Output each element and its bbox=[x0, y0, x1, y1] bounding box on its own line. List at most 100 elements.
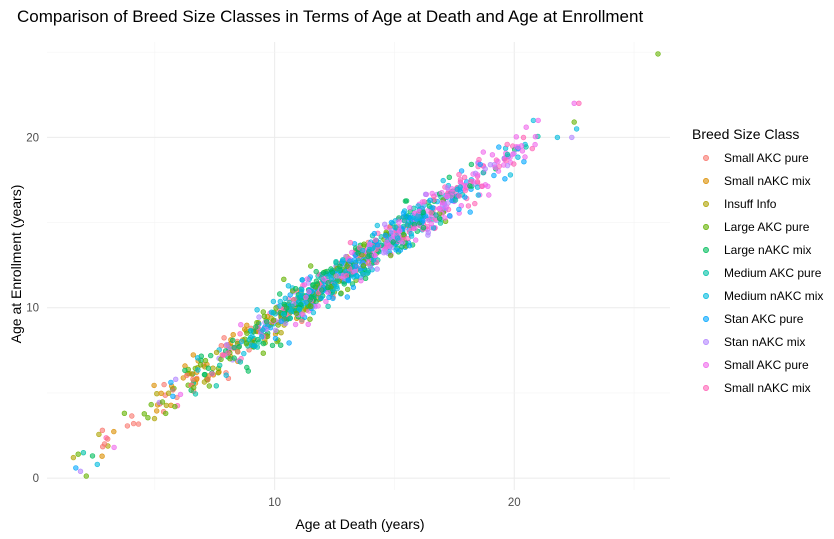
x-tick-labels: 10 20 bbox=[268, 497, 520, 509]
scatter-point bbox=[313, 298, 319, 305]
scatter-point bbox=[452, 197, 459, 203]
x-axis-title: Age at Death (years) bbox=[295, 516, 424, 532]
scatter-point bbox=[400, 231, 407, 238]
scatter-point bbox=[299, 277, 305, 283]
scatter-point bbox=[406, 243, 413, 249]
scatter-point bbox=[345, 278, 352, 284]
scatter-point bbox=[415, 203, 421, 209]
scatter-point bbox=[135, 421, 142, 427]
scatter-point bbox=[523, 144, 529, 150]
scatter-point bbox=[75, 451, 81, 457]
scatter-point bbox=[365, 268, 371, 274]
scatter-point bbox=[281, 301, 287, 307]
legend-label: Medium AKC pure bbox=[724, 266, 822, 280]
scatter-point bbox=[655, 51, 661, 57]
scatter-point bbox=[210, 365, 216, 371]
scatter-point bbox=[394, 235, 401, 241]
scatter-point bbox=[465, 203, 472, 209]
scatter-point bbox=[165, 390, 172, 396]
scatter-point bbox=[372, 237, 379, 243]
scatter-point bbox=[325, 284, 331, 291]
scatter-point bbox=[320, 270, 327, 276]
scatter-point bbox=[456, 206, 462, 213]
scatter-point bbox=[310, 309, 317, 316]
scatter-point bbox=[323, 298, 329, 305]
scatter-point bbox=[261, 313, 268, 319]
scatter-point bbox=[476, 156, 482, 163]
scatter-point bbox=[495, 168, 502, 174]
scatter-point bbox=[301, 282, 308, 288]
scatter-point bbox=[260, 350, 266, 356]
scatter-point bbox=[522, 154, 528, 160]
scatter-point bbox=[172, 403, 178, 410]
scatter-point bbox=[392, 224, 398, 231]
data-points bbox=[70, 51, 661, 479]
scatter-point bbox=[429, 190, 435, 197]
scatter-point bbox=[256, 314, 262, 320]
scatter-point bbox=[446, 174, 452, 181]
scatter-point bbox=[315, 303, 321, 309]
scatter-point bbox=[477, 161, 483, 168]
scatter-point bbox=[530, 117, 537, 124]
scatter-point bbox=[325, 303, 331, 309]
scatter-point bbox=[355, 250, 361, 256]
scatter-point bbox=[413, 237, 419, 243]
scatter-point bbox=[468, 178, 474, 185]
scatter-point bbox=[332, 281, 338, 287]
legend-swatch bbox=[703, 270, 709, 276]
scatter-point bbox=[151, 382, 157, 389]
scatter-point bbox=[151, 415, 158, 422]
scatter-point bbox=[70, 454, 77, 461]
scatter-point bbox=[360, 263, 367, 269]
legend-swatch bbox=[703, 293, 709, 299]
scatter-point bbox=[407, 205, 413, 211]
scatter-point bbox=[189, 371, 195, 377]
scatter-point bbox=[510, 151, 516, 157]
scatter-point bbox=[479, 183, 485, 190]
scatter-point bbox=[420, 225, 427, 231]
scatter-point bbox=[422, 191, 429, 198]
scatter-point bbox=[382, 221, 388, 228]
scatter-point bbox=[350, 284, 357, 291]
scatter-point bbox=[347, 258, 353, 264]
scatter-point bbox=[293, 310, 300, 316]
scatter-point bbox=[270, 317, 277, 323]
scatter-point bbox=[231, 344, 237, 351]
scatter-point bbox=[359, 247, 366, 254]
scatter-point bbox=[96, 431, 102, 438]
legend-label: Small nAKC mix bbox=[724, 381, 811, 395]
scatter-point bbox=[571, 100, 577, 107]
scatter-point bbox=[104, 436, 111, 442]
scatter-point bbox=[503, 157, 509, 164]
scatter-point bbox=[569, 134, 575, 141]
legend-swatch bbox=[703, 362, 709, 368]
y-tick-label: 0 bbox=[33, 473, 39, 485]
scatter-point bbox=[184, 372, 190, 379]
scatter-point bbox=[217, 362, 223, 368]
scatter-point bbox=[318, 295, 324, 301]
legend-label: Small AKC pure bbox=[724, 358, 809, 372]
scatter-point bbox=[255, 336, 261, 343]
legend-label: Small AKC pure bbox=[724, 151, 809, 165]
scatter-point bbox=[475, 192, 481, 198]
y-axis-title: Age at Enrollment (years) bbox=[8, 185, 24, 344]
scatter-point bbox=[284, 305, 290, 311]
scatter-point bbox=[130, 420, 137, 427]
scatter-point bbox=[504, 151, 511, 158]
scatter-point bbox=[310, 282, 316, 289]
scatter-point bbox=[129, 413, 135, 419]
scatter-point bbox=[154, 391, 160, 397]
scatter-point bbox=[287, 315, 293, 321]
scatter-point bbox=[236, 343, 243, 350]
scatter-point bbox=[225, 350, 231, 356]
legend-swatch bbox=[703, 339, 709, 345]
scatter-point bbox=[341, 281, 347, 287]
scatter-point bbox=[430, 225, 437, 231]
scatter-point bbox=[458, 168, 465, 174]
scatter-point bbox=[213, 383, 220, 389]
scatter-point bbox=[293, 286, 299, 292]
scatter-point bbox=[520, 134, 527, 141]
legend-label: Stan AKC pure bbox=[724, 312, 804, 326]
scatter-point bbox=[272, 327, 279, 333]
scatter-point bbox=[475, 172, 481, 178]
